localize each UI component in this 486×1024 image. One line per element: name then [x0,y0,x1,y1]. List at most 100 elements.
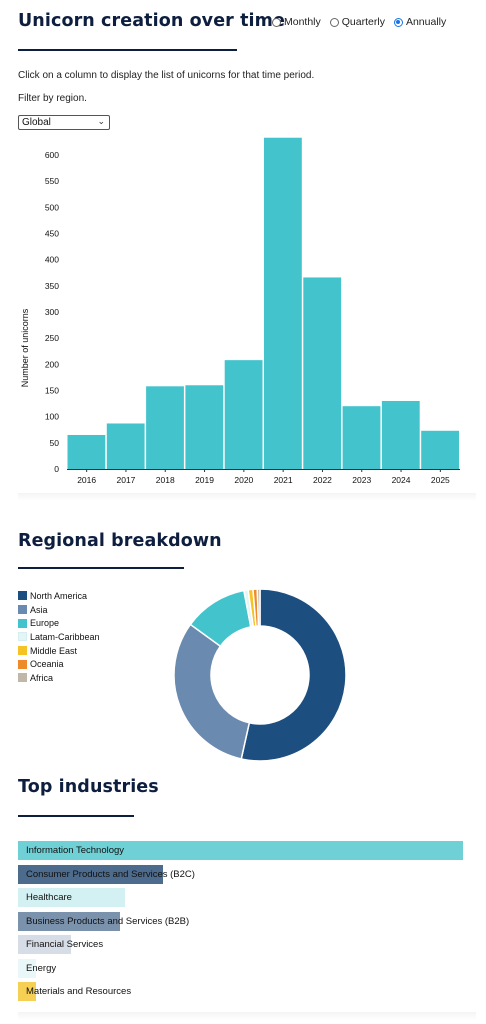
y-tick-label: 550 [45,176,59,186]
section-divider [18,493,476,501]
y-tick-label: 600 [45,150,59,160]
legend-item: Oceania [18,657,100,671]
industry-bar[interactable] [18,982,36,1001]
region-select[interactable]: Global ⌄ [18,115,110,130]
region-select-value: Global [22,117,51,128]
region-legend: North America Asia Europe Latam-Caribbean Mi… [18,589,100,685]
radio-monthly-dot[interactable] [272,17,281,27]
bar-2025[interactable] [421,430,459,469]
page-title: Unicorn creation over time [18,11,285,31]
industry-label: Business Products and Services (B2B) [26,915,190,927]
y-tick-label: 150 [45,386,59,396]
industry-row[interactable]: Information Technology [18,841,463,860]
legend-item: Latam-Caribbean [18,630,100,644]
industry-row[interactable]: Financial Services [18,935,463,954]
bar-2019[interactable] [185,385,224,469]
industry-label: Materials and Resources [26,986,132,997]
y-tick-label: 500 [45,202,59,212]
y-axis-label: Number of unicorns [20,308,30,387]
legend-item: Middle East [18,644,100,658]
bar-2016[interactable] [67,434,106,469]
industry-label: Energy [26,962,57,974]
legend-swatch [18,632,27,642]
industry-label: Financial Services [26,939,104,950]
industry-bar[interactable] [18,958,36,978]
donut-slice-north-america[interactable] [240,588,347,762]
legend-item: North America [18,589,100,603]
regional-underline [18,567,184,569]
x-tick-label: 2022 [313,475,332,485]
y-tick-label: 400 [45,255,59,265]
legend-label: Africa [30,672,54,683]
industry-row[interactable]: Materials and Resources [18,982,463,1001]
industry-bar[interactable] [18,864,163,884]
bar-2017[interactable] [106,423,145,469]
industries-underline [18,815,134,817]
legend-label: North America [30,590,88,601]
legend-label: Asia [30,604,48,615]
radio-annually[interactable]: Annually [393,16,447,28]
y-tick-label: 300 [45,307,59,317]
legend-swatch [18,605,27,615]
bar-2024[interactable] [381,400,420,469]
x-tick-label: 2020 [234,475,253,485]
legend-item: Asia [18,603,100,617]
legend-label: Oceania [30,659,64,670]
x-tick-label: 2018 [156,475,175,485]
industry-row[interactable]: Healthcare [18,888,463,907]
y-tick-label: 200 [45,359,59,369]
radio-quarterly-label: Quarterly [341,16,385,28]
x-tick-label: 2024 [392,475,411,485]
donut-slice-asia[interactable] [173,623,251,760]
legend-swatch [18,646,27,656]
radio-quarterly[interactable]: Quarterly [329,16,385,28]
industry-row[interactable]: Business Products and Services (B2B) [18,911,463,931]
industry-row[interactable]: Consumer Products and Services (B2C) [18,864,463,884]
bar-2018[interactable] [146,386,184,469]
y-tick-label: 250 [45,333,59,343]
radio-monthly-label: Monthly [284,16,321,28]
industry-bar[interactable] [18,911,121,931]
donut-slice-africa[interactable] [256,588,261,627]
radio-annually-dot[interactable] [393,17,403,27]
industry-row[interactable]: Energy [18,958,463,978]
legend-label: Latam-Caribbean [30,631,100,642]
legend-swatch [18,618,27,628]
industry-label: Healthcare [26,892,72,903]
industry-bar[interactable] [18,935,72,954]
region-donut-chart [173,588,347,762]
radio-annually-label: Annually [405,16,447,28]
bar-2020[interactable] [224,360,263,469]
bar-2021[interactable] [264,137,302,470]
legend-swatch [18,659,27,669]
bar-2022[interactable] [303,277,342,469]
instruction-text: Click on a column to display the list of… [18,70,315,81]
period-radio-group: Monthly Quarterly Annually [272,16,446,28]
legend-swatch [18,591,27,601]
industry-bar[interactable] [18,888,125,907]
legend-label: Middle East [30,645,78,656]
chevron-down-icon: ⌄ [97,116,105,126]
y-tick-label: 100 [45,412,59,422]
legend-item: Africa [18,671,100,685]
industry-label: Consumer Products and Services (B2C) [26,868,195,880]
y-tick-label: 50 [50,438,60,448]
x-tick-label: 2023 [352,475,371,485]
x-tick-label: 2019 [195,475,214,485]
industry-label: Information Technology [26,845,125,856]
industry-bar[interactable] [18,841,463,860]
x-tick-label: 2016 [77,475,96,485]
y-tick-label: 0 [54,464,59,474]
x-tick-label: 2025 [431,475,450,485]
unicorn-bar-chart: Number of unicorns 0 50 100 150 200 250 300 350 4… [20,137,460,485]
radio-quarterly-dot[interactable] [329,17,339,27]
regional-title: Regional breakdown [18,531,222,551]
legend-item: Europe [18,616,100,630]
radio-monthly[interactable]: Monthly [272,16,321,28]
bar-2023[interactable] [342,406,381,469]
legend-swatch [18,673,27,683]
y-tick-label: 450 [45,229,59,239]
legend-label: Europe [30,618,60,629]
title-underline [18,49,237,51]
x-tick-label: 2021 [274,475,293,485]
